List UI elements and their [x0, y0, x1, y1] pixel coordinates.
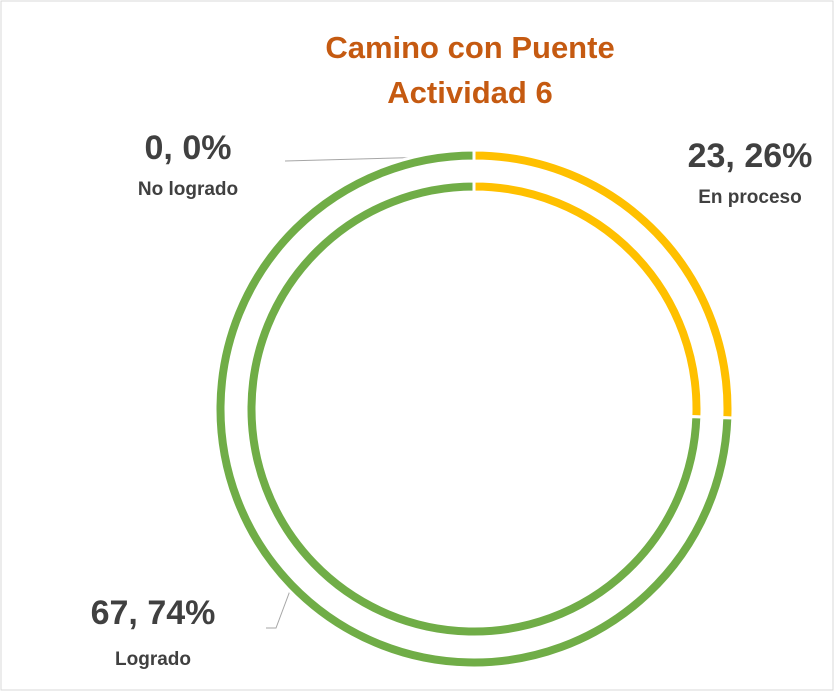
chart-title: Actividad 6: [387, 75, 552, 110]
category-label: No logrado: [138, 179, 238, 200]
doughnut-segment: [213, 148, 735, 670]
data-label: 0, 0%: [145, 129, 232, 167]
category-label: Logrado: [115, 649, 191, 670]
chart-title: Camino con Puente: [325, 30, 614, 65]
data-label: 23, 26%: [688, 137, 813, 175]
category-label: En proceso: [698, 187, 801, 208]
leader-line: [266, 587, 292, 629]
data-label: 67, 74%: [91, 594, 216, 632]
doughnut-segment: [244, 179, 704, 639]
